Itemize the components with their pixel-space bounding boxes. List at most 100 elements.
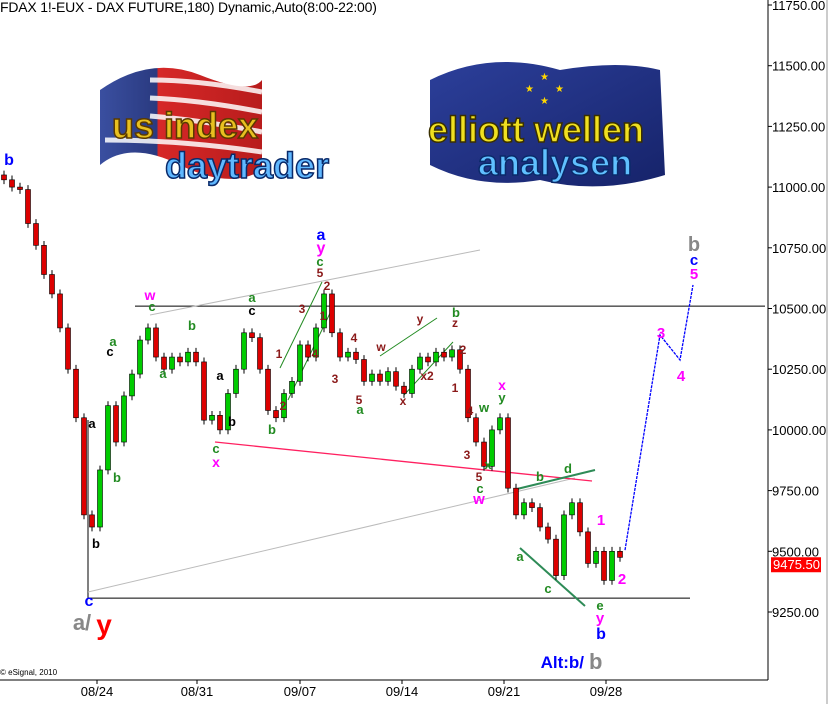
wave-label: 2	[324, 279, 331, 293]
wave-label: a	[248, 290, 256, 305]
candle-body	[17, 186, 23, 190]
candle-body	[617, 550, 623, 558]
wave-label: c	[148, 299, 155, 314]
candle-body	[425, 356, 431, 363]
wave-label: 2	[460, 343, 467, 357]
x-tick-label: 08/24	[81, 684, 114, 699]
logo-text: analysen	[478, 142, 632, 183]
wave-label: w	[144, 287, 156, 303]
candle-body	[553, 538, 559, 576]
candle-body	[97, 469, 103, 528]
candle-body	[177, 356, 183, 363]
candle-body	[25, 189, 31, 224]
wave-label: 2	[618, 571, 626, 588]
candle-body	[433, 351, 439, 363]
candle-body	[281, 393, 287, 419]
logo-text: us index	[112, 105, 258, 146]
wave-label: w	[375, 340, 386, 354]
wave-label: Alt:b/	[541, 653, 585, 672]
projection-line	[624, 284, 694, 551]
candle-body	[385, 371, 391, 382]
candle-body	[289, 381, 295, 394]
candle-body	[73, 368, 79, 419]
wave-label: d	[564, 461, 572, 476]
candle-body	[561, 514, 567, 576]
candle-body	[129, 373, 135, 397]
elliott-wellen-analysen-logo: ★ ★ ★ ★ elliott wellen analysen	[427, 62, 665, 187]
wave-label: b	[688, 234, 700, 256]
wave-label: a	[109, 334, 117, 349]
wave-label: a	[516, 549, 524, 564]
wave-label: a	[159, 366, 167, 381]
candle-body	[393, 371, 399, 387]
candle-body	[473, 417, 479, 443]
x-tick-label: 09/28	[590, 684, 623, 699]
y-tick-label: 9500.00	[772, 544, 819, 559]
candle-body	[361, 359, 367, 382]
price-axis[interactable]: 11750.00 11500.00 11250.00 11000.00 10750.00…	[768, 0, 826, 620]
candle-body	[137, 339, 143, 375]
candle-body	[1, 174, 7, 181]
last-price-label: 9475.50	[773, 557, 820, 572]
candle-body	[265, 368, 271, 411]
candle-body	[273, 410, 279, 419]
wave-label: c	[106, 344, 113, 359]
lower-gray-trendline	[87, 477, 576, 593]
candle-body	[201, 361, 207, 421]
candle-body	[417, 356, 423, 370]
last-price-marker: 9475.50	[771, 557, 821, 573]
wxy-channel-upper	[379, 317, 438, 357]
wave-label: x	[484, 457, 492, 472]
candle-body	[81, 417, 87, 516]
candle-body	[481, 441, 487, 467]
candle-body	[449, 349, 455, 358]
wave-label: 1	[597, 512, 605, 529]
wave-label: x2	[420, 369, 434, 383]
y-tick-label: 10000.00	[772, 423, 826, 438]
wave-label: 4	[351, 331, 358, 345]
wave-label: 3	[464, 448, 471, 462]
y-tick-label: 11000.00	[772, 180, 825, 195]
wave-label: b	[268, 422, 276, 437]
wave-label: y	[317, 240, 326, 257]
wave-label: b	[596, 626, 606, 643]
y-tick-label: 9750.00	[772, 484, 819, 499]
wave-label: b	[536, 469, 544, 484]
svg-text:★: ★	[555, 84, 564, 95]
candle-body	[609, 550, 615, 581]
wave-label: a	[216, 368, 224, 383]
candle-body	[401, 385, 407, 394]
candle-body	[329, 293, 335, 334]
impulse-channel-upper	[279, 281, 323, 369]
wave-label: b	[188, 318, 196, 333]
y-tick-label: 9250.00	[772, 605, 819, 620]
wave-label: 4	[312, 347, 319, 361]
wave-label: 1	[452, 381, 459, 395]
candle-body	[513, 487, 519, 516]
wave-label: a/	[73, 610, 91, 635]
candle-body	[9, 179, 15, 188]
candle-body	[161, 356, 167, 370]
candle-body	[353, 351, 359, 360]
wave-label: b	[228, 414, 236, 429]
upper-gray-trendline	[149, 249, 481, 316]
candle-body	[217, 415, 223, 431]
candle-body	[593, 550, 599, 564]
y-tick-label: 10500.00	[772, 302, 826, 317]
x-tick-label: 09/14	[386, 684, 419, 699]
wave-label: x	[400, 394, 407, 408]
candle-body	[505, 417, 511, 489]
wave-label: 4	[467, 404, 474, 418]
candle-body	[377, 373, 383, 382]
logo-text: elliott wellen	[428, 109, 644, 150]
candle-body	[145, 327, 151, 341]
candle-body	[89, 514, 95, 528]
candle-body	[113, 405, 119, 443]
wave-label: e	[596, 598, 603, 613]
time-axis[interactable]: 08/24 08/31 09/07 09/14 09/21 09/28	[81, 680, 623, 699]
wave-label: 1	[320, 309, 327, 323]
x-tick-label: 08/31	[181, 684, 214, 699]
candle-body	[233, 368, 239, 394]
